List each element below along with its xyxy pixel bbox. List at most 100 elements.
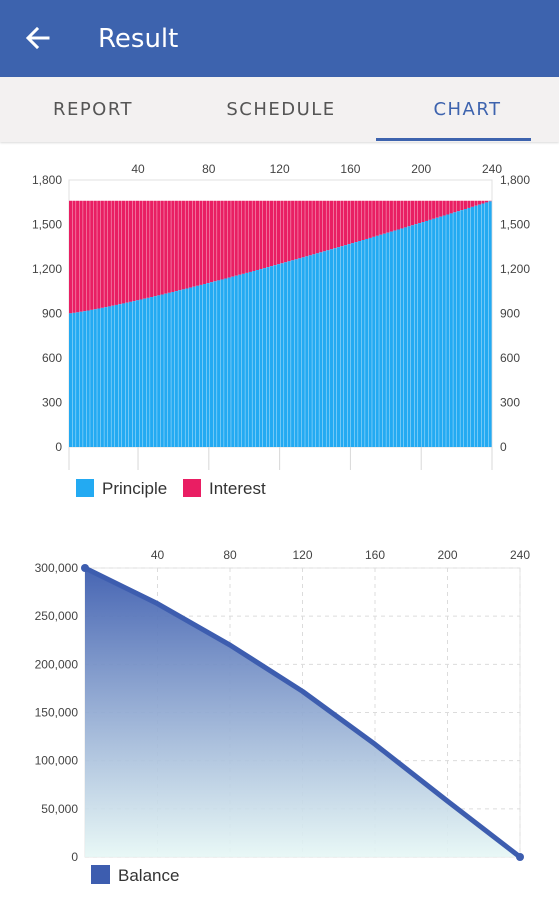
interest-bar [181, 200, 185, 290]
y-tick-label-right: 900 [500, 307, 520, 321]
interest-bar [97, 200, 101, 309]
tab-chart[interactable]: CHART [433, 99, 502, 120]
interest-bar [432, 200, 436, 219]
principle-bar [386, 232, 390, 447]
x-tick-label: 80 [202, 162, 216, 176]
principle-bar [143, 298, 147, 447]
interest-bar [259, 200, 263, 270]
principle-bar [336, 247, 341, 447]
tab-bar: REPORT SCHEDULE CHART [0, 77, 559, 142]
interest-bar [298, 200, 302, 259]
x-tick-label: 40 [151, 548, 165, 562]
principle-bar [227, 277, 231, 447]
interest-bar [333, 200, 337, 249]
interest-bar [171, 200, 175, 292]
principle-bar [255, 270, 259, 447]
back-button[interactable] [22, 22, 54, 54]
x-tick-label: 240 [510, 548, 530, 562]
principle-bar [86, 310, 90, 447]
interest-bar [396, 200, 400, 230]
principle-bar [442, 215, 446, 447]
interest-bar [76, 200, 80, 313]
interest-bar [188, 200, 193, 288]
interest-bar [143, 200, 147, 299]
principle-bar [238, 274, 242, 447]
principle-bar [284, 262, 288, 447]
principle-bar [340, 246, 344, 447]
principle-bar [470, 206, 475, 447]
interest-bar [128, 200, 133, 302]
interest-bar [460, 200, 464, 211]
balance-point-end [516, 853, 524, 861]
principle-bar [188, 287, 193, 447]
principle-bar [111, 305, 115, 447]
principle-bar [456, 211, 460, 447]
principle-bar [453, 212, 457, 447]
interest-bar [382, 200, 386, 234]
y-tick-label-left: 900 [42, 307, 62, 321]
principle-bar [280, 263, 284, 447]
principle-bar [361, 240, 365, 447]
tab-schedule[interactable]: SCHEDULE [226, 99, 336, 120]
interest-bar [227, 200, 231, 278]
principle-bar [474, 205, 478, 447]
interest-bar [132, 200, 136, 302]
interest-bar [238, 200, 242, 275]
principle-bar [153, 296, 157, 447]
principle-bar [72, 312, 76, 447]
principle-bar [97, 308, 101, 447]
x-tick-label: 120 [270, 162, 290, 176]
y-tick-label: 250,000 [35, 609, 79, 623]
y-tick-label: 0 [71, 850, 78, 864]
principle-bar [477, 204, 482, 447]
principle-bar [199, 284, 203, 447]
principle-bar [128, 301, 133, 447]
x-tick-label: 240 [482, 162, 502, 176]
interest-bar [481, 200, 485, 204]
interest-bar [470, 200, 475, 207]
interest-bar [417, 200, 422, 224]
principle-bar [329, 249, 334, 447]
principle-bar [79, 311, 83, 447]
interest-bar [114, 200, 118, 305]
interest-bar [474, 200, 478, 206]
principle-bar [428, 219, 432, 447]
interest-bar [202, 200, 207, 285]
y-tick-label-right: 300 [500, 396, 520, 410]
interest-bar [107, 200, 111, 307]
interest-bar [301, 200, 305, 258]
interest-bar [118, 200, 122, 305]
principle-bar [365, 238, 369, 447]
principle-bar [322, 251, 326, 447]
interest-bar [410, 200, 415, 226]
principle-bar [358, 241, 362, 447]
interest-bar [69, 200, 73, 314]
interest-bar [104, 200, 108, 308]
legend-label-principle: Principle [102, 479, 167, 498]
interest-bar [252, 200, 256, 271]
interest-bar [100, 200, 104, 308]
interest-bar [185, 200, 189, 289]
legend-swatch-interest [183, 479, 201, 497]
principle-bar [414, 224, 418, 447]
interest-bar [435, 200, 439, 218]
y-tick-label-right: 0 [500, 440, 507, 454]
interest-bar [90, 200, 94, 310]
x-tick-label: 80 [223, 548, 237, 562]
principle-bar [403, 227, 408, 447]
x-tick-label: 160 [365, 548, 385, 562]
tab-report[interactable]: REPORT [52, 99, 134, 120]
balance-area [85, 568, 520, 857]
interest-bar [467, 200, 471, 208]
y-tick-label-right: 600 [500, 351, 520, 365]
principle-bar [195, 285, 200, 447]
principle-bar [481, 203, 485, 447]
principle-bar [382, 233, 386, 447]
interest-bar [488, 200, 492, 202]
x-tick-label: 200 [437, 548, 457, 562]
principle-bar [351, 243, 355, 447]
interest-bar [358, 200, 362, 242]
interest-bar [153, 200, 157, 297]
principle-bar [146, 297, 150, 447]
interest-bar [150, 200, 154, 298]
